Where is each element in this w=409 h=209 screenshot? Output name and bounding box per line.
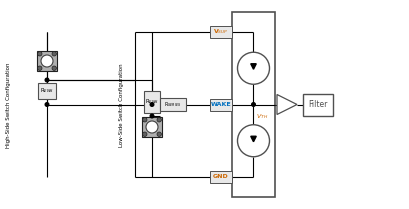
Bar bbox=[144, 91, 160, 113]
Circle shape bbox=[237, 125, 269, 157]
Circle shape bbox=[237, 52, 269, 84]
Circle shape bbox=[45, 78, 49, 82]
Bar bbox=[142, 117, 162, 137]
Bar bbox=[38, 83, 56, 99]
Polygon shape bbox=[250, 136, 256, 142]
Circle shape bbox=[142, 118, 147, 122]
Text: High-Side Switch Configuration: High-Side Switch Configuration bbox=[7, 62, 11, 148]
Circle shape bbox=[45, 103, 49, 106]
Circle shape bbox=[157, 132, 161, 136]
Circle shape bbox=[142, 132, 147, 136]
Circle shape bbox=[41, 55, 53, 67]
Bar bbox=[209, 171, 231, 183]
Circle shape bbox=[150, 103, 153, 106]
Text: V$_{TH}$: V$_{TH}$ bbox=[256, 112, 268, 121]
Circle shape bbox=[157, 118, 161, 122]
Polygon shape bbox=[276, 94, 296, 115]
Text: R$_{EWS}$: R$_{EWS}$ bbox=[40, 87, 54, 96]
Text: V$_{SUP}$: V$_{SUP}$ bbox=[213, 28, 228, 36]
Text: Low-Side Switch Configuration: Low-Side Switch Configuration bbox=[119, 63, 124, 147]
Bar bbox=[37, 51, 57, 71]
Circle shape bbox=[146, 121, 157, 133]
Bar bbox=[231, 12, 274, 197]
Circle shape bbox=[52, 66, 56, 70]
Text: R$_{EWS}$: R$_{EWS}$ bbox=[145, 98, 159, 106]
Polygon shape bbox=[250, 64, 256, 69]
Text: WAKE: WAKE bbox=[210, 102, 231, 107]
Bar bbox=[209, 26, 231, 38]
Text: Filter: Filter bbox=[308, 100, 327, 109]
Circle shape bbox=[150, 114, 153, 118]
Circle shape bbox=[52, 52, 56, 56]
Text: R$_{SERIES}$: R$_{SERIES}$ bbox=[164, 100, 181, 109]
Circle shape bbox=[38, 66, 42, 70]
Bar bbox=[302, 93, 332, 116]
Bar bbox=[209, 98, 231, 111]
Bar bbox=[160, 98, 186, 111]
Text: GND: GND bbox=[213, 175, 228, 180]
Circle shape bbox=[38, 52, 42, 56]
Circle shape bbox=[251, 103, 255, 106]
